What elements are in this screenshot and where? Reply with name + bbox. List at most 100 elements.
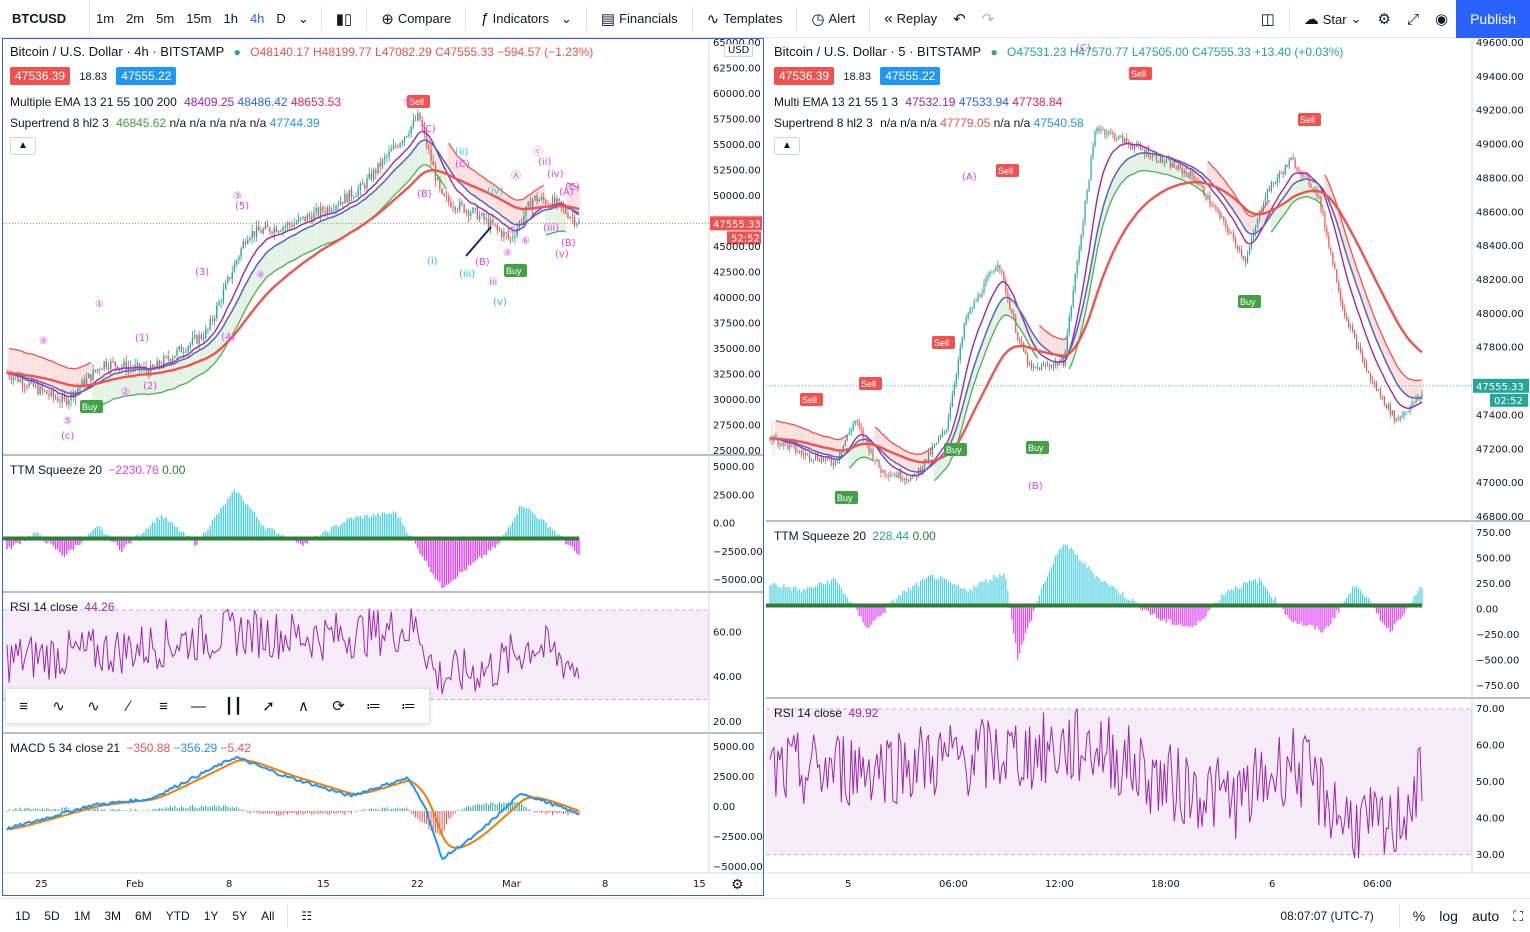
- interval-2m[interactable]: 2m: [126, 10, 145, 26]
- left-ask-price[interactable]: 47555.22: [116, 67, 177, 85]
- interval-1m[interactable]: 1m: [96, 10, 115, 26]
- layout-button[interactable]: ◫: [1253, 0, 1283, 38]
- candle-body: [1270, 182, 1272, 192]
- chevron-up-icon: ▲: [782, 140, 792, 151]
- chart-type-button[interactable]: ▮▯: [328, 0, 361, 38]
- sell-signal-tag: [1298, 113, 1321, 126]
- redo-button[interactable]: ↷: [974, 0, 1003, 38]
- trend-line-tool[interactable]: ➚: [251, 689, 286, 723]
- right-ohlc-low: L47505.00: [1131, 45, 1189, 59]
- elliott-wave-label: ④: [256, 270, 265, 281]
- path-tool[interactable]: ∕: [111, 689, 146, 723]
- right-bid-price[interactable]: 47536.39: [774, 67, 835, 85]
- range-ytd[interactable]: YTD: [165, 908, 190, 923]
- alert-button[interactable]: ◷ Alert: [803, 0, 863, 38]
- parallel-channel-tool[interactable]: ≔: [356, 689, 391, 723]
- left-legend-collapse-button[interactable]: ▲: [10, 137, 36, 155]
- candle-body: [812, 459, 815, 461]
- candle-body: [167, 356, 169, 360]
- horizontal-ray-tool[interactable]: —: [181, 689, 216, 723]
- interval-1h[interactable]: 1h: [223, 10, 238, 26]
- candle-body: [280, 230, 282, 232]
- elliott-wave-label: (v): [555, 249, 569, 260]
- fit-screen-button[interactable]: ⛶: [1506, 908, 1530, 925]
- candle-body: [366, 178, 368, 189]
- left-ohlc-change: −594.57 (−1.23%): [497, 45, 594, 59]
- elliott-wave-label: (C): [565, 182, 580, 193]
- elliott-wave-label: ④: [503, 248, 512, 259]
- candle-body: [993, 271, 995, 273]
- interval-4h[interactable]: 4h: [249, 10, 265, 26]
- candle-body: [1132, 146, 1134, 149]
- supertrend-value: n/a: [209, 116, 227, 130]
- left-chart-canvas[interactable]: 47555.3352:5265000.0062500.0060000.00575…: [3, 39, 763, 895]
- spiral-icon: ⟳: [332, 698, 345, 715]
- candle-body: [428, 145, 430, 150]
- undo-button[interactable]: ↶: [945, 0, 974, 38]
- range-5d[interactable]: 5D: [44, 908, 60, 923]
- currency-badge[interactable]: USD: [724, 44, 754, 57]
- candle-body: [1336, 269, 1338, 283]
- range-5y[interactable]: 5Y: [232, 908, 248, 923]
- indicators-button[interactable]: ƒ Indicators ⌄: [472, 0, 580, 38]
- candle-body: [61, 395, 63, 403]
- right-legend-collapse-button[interactable]: ▲: [774, 137, 800, 155]
- financials-button[interactable]: ▤ Financials: [593, 0, 686, 38]
- range-1d[interactable]: 1D: [15, 908, 31, 923]
- candle-body: [445, 195, 448, 197]
- horizontal-lines-tool[interactable]: ≡: [6, 689, 41, 723]
- clock-time[interactable]: 08:07:07 (UTC-7): [1280, 909, 1374, 923]
- fullscreen-button[interactable]: ⤢: [1399, 0, 1427, 38]
- elliott-wave-label: ①: [95, 299, 104, 310]
- right-ask-price[interactable]: 47555.22: [880, 67, 941, 85]
- templates-button[interactable]: ∿ Templates: [699, 0, 791, 38]
- candle-body: [251, 231, 253, 239]
- range-3m[interactable]: 3M: [104, 908, 122, 923]
- pattern-tool[interactable]: ∧: [286, 689, 321, 723]
- star-button[interactable]: ☁ Star ⌄: [1296, 0, 1370, 38]
- candle-body: [288, 223, 291, 226]
- range-1y[interactable]: 1Y: [203, 908, 219, 923]
- candle-body: [17, 375, 19, 382]
- candle-body: [182, 352, 185, 353]
- goto-date-button[interactable]: ☷: [294, 909, 319, 923]
- candle-body: [995, 267, 997, 272]
- fib-tool[interactable]: ≡: [146, 689, 181, 723]
- candle-body: [816, 455, 819, 461]
- symbol-search[interactable]: BTCUSD: [0, 0, 90, 38]
- settings-button[interactable]: ⚙: [1370, 0, 1399, 38]
- left-bid-price[interactable]: 47536.39: [10, 67, 71, 85]
- candle-body: [781, 443, 783, 446]
- spiral-tool[interactable]: ⟳: [321, 689, 356, 723]
- interval-d[interactable]: D: [276, 10, 286, 26]
- candle-body: [1108, 131, 1110, 134]
- range-1m[interactable]: 1M: [73, 908, 91, 923]
- percent-toggle[interactable]: %: [1412, 908, 1426, 924]
- ema-value: 47533.94: [958, 95, 1009, 109]
- rsi-axis-tick: 50.00: [1476, 777, 1505, 788]
- elliott-correction-tool[interactable]: ∿: [76, 689, 111, 723]
- time-axis-tick: Mar: [502, 879, 522, 890]
- candle-body: [856, 420, 858, 423]
- candle-body: [882, 470, 884, 473]
- right-chart-canvas[interactable]: 47555.33 02:52 49600.00 49400.00 49200.00 490…: [766, 39, 1530, 897]
- interval-15m[interactable]: 15m: [186, 10, 212, 26]
- interval-5m[interactable]: 5m: [156, 10, 175, 26]
- candle-body: [1169, 159, 1171, 168]
- vertical-lines-tool[interactable]: ┃┃: [216, 689, 251, 723]
- log-toggle[interactable]: log: [1439, 908, 1458, 924]
- buy-signal-tag: [504, 264, 527, 277]
- snapshot-button[interactable]: ◉: [1427, 0, 1456, 38]
- sell-signal-label: Sell: [802, 395, 817, 405]
- range-all[interactable]: All: [261, 908, 275, 923]
- settings-tool[interactable]: ≔: [391, 689, 426, 723]
- auto-toggle[interactable]: auto: [1471, 908, 1500, 924]
- elliott-impulse-tool[interactable]: ∿: [41, 689, 76, 723]
- replay-button[interactable]: «Replay: [876, 0, 945, 38]
- publish-button[interactable]: Publish: [1456, 0, 1530, 38]
- candle-body: [394, 145, 397, 147]
- candle-body: [514, 235, 516, 238]
- range-6m[interactable]: 6M: [135, 908, 152, 923]
- interval-dropdown-icon[interactable]: ⌄: [297, 10, 309, 26]
- compare-button[interactable]: ⊕ Compare: [373, 0, 459, 38]
